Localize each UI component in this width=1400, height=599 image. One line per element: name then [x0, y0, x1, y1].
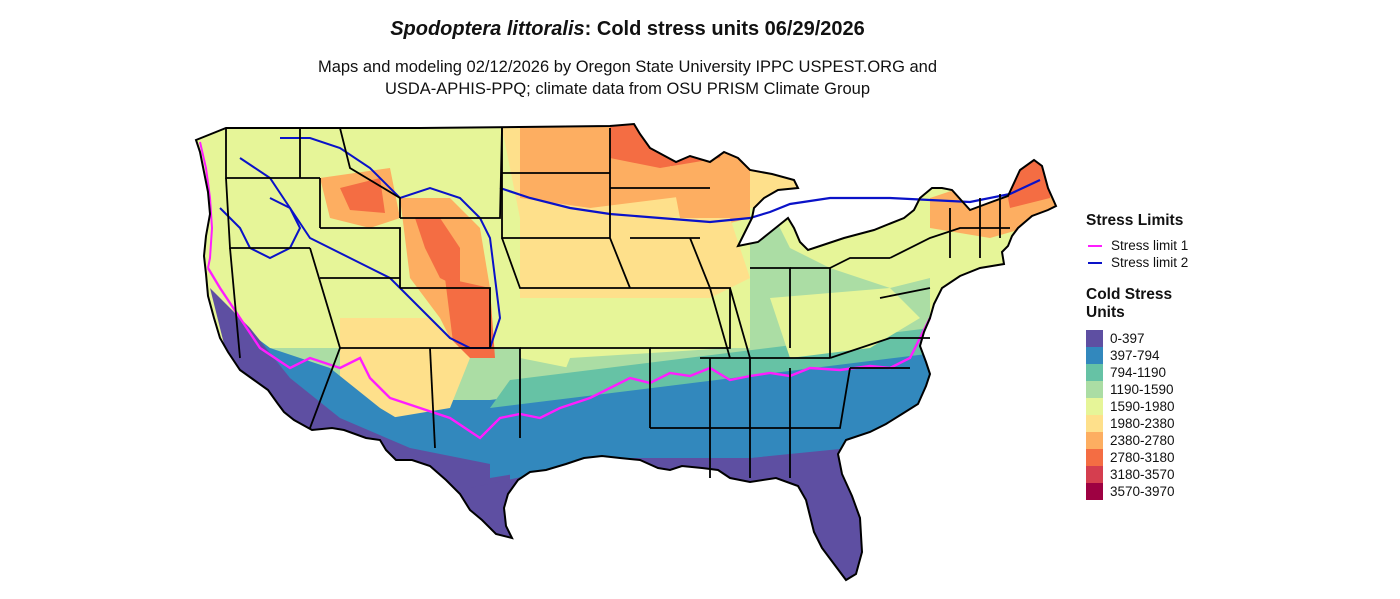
cold-stress-swatch	[1086, 483, 1103, 500]
stress-limits-legend-title: Stress Limits	[1086, 212, 1184, 229]
map-subtitle: Maps and modeling 02/12/2026 by Oregon S…	[0, 56, 1255, 100]
cold-stress-swatch	[1086, 432, 1103, 449]
legend-cold-stress-item: 0-397	[1086, 330, 1286, 347]
legend-cold-stress-item: 794-1190	[1086, 364, 1286, 381]
cold-stress-swatch	[1086, 347, 1103, 364]
stress-limit-1-contour	[206, 267, 932, 440]
cold-stress-legend-title: Cold Stress Units	[1086, 286, 1173, 321]
cold-stress-swatch	[1086, 415, 1103, 432]
legend-cold-stress-item: 397-794	[1086, 347, 1286, 364]
cold-stress-label: 1980-2380	[1110, 416, 1175, 431]
legend: Stress Limits Stress limit 1 Stress limi…	[1086, 212, 1286, 500]
stress-limit-2-label: Stress limit 2	[1111, 255, 1189, 270]
legend-cold-stress-item: 3180-3570	[1086, 466, 1286, 483]
legend-cold-stress-item: 3570-3970	[1086, 483, 1286, 500]
cold-stress-swatch	[1086, 398, 1103, 415]
cold-stress-legend-list: 0-397 397-794 794-1190 1190-1590 1590-1980 19…	[1086, 330, 1286, 500]
cold-stress-swatch	[1086, 364, 1103, 381]
map-title: Spodoptera littoralis: Cold stress units…	[0, 18, 1255, 41]
legend-cold-stress-item: 1980-2380	[1086, 415, 1286, 432]
stress-limit-1-swatch	[1088, 244, 1102, 247]
legend-cold-stress-item: 1190-1590	[1086, 381, 1286, 398]
cold-stress-label: 3180-3570	[1110, 467, 1175, 482]
subtitle-line-1: Maps and modeling 02/12/2026 by Oregon S…	[317, 58, 938, 76]
legend-cold-stress-item: 2380-2780	[1086, 432, 1286, 449]
cold-stress-label: 794-1190	[1110, 365, 1167, 380]
title-rest: : Cold stress units 06/29/2026	[584, 18, 865, 40]
legend-stress-limit-2: Stress limit 2	[1088, 254, 1286, 271]
cold-stress-label: 0-397	[1110, 331, 1145, 346]
cold-stress-swatch	[1086, 449, 1103, 466]
us-cold-stress-map	[190, 118, 1070, 594]
cold-stress-label: 2380-2780	[1110, 433, 1175, 448]
cold-stress-label: 1590-1980	[1110, 399, 1175, 414]
state-boundaries	[225, 127, 1010, 478]
cold-stress-label: 1190-1590	[1110, 382, 1174, 397]
cold-stress-swatch	[1086, 330, 1103, 347]
cold-stress-swatch	[1086, 381, 1103, 398]
stress-limit-1-label: Stress limit 1	[1111, 238, 1189, 253]
species-name: Spodoptera littoralis	[390, 18, 585, 40]
legend-cold-stress-item: 2780-3180	[1086, 449, 1286, 466]
stress-limit-2-contour-west	[219, 197, 302, 260]
legend-stress-limit-1: Stress limit 1	[1088, 237, 1286, 254]
cold-stress-label: 3570-3970	[1110, 484, 1175, 499]
legend-cold-stress-item: 1590-1980	[1086, 398, 1286, 415]
map-svg	[195, 123, 1057, 581]
cold-stress-swatch	[1086, 466, 1103, 483]
subtitle-line-2: USDA-APHIS-PPQ; climate data from OSU PR…	[384, 80, 871, 98]
cold-stress-label: 397-794	[1110, 348, 1160, 363]
stress-limit-1-west-coast	[199, 141, 214, 269]
map-fill	[196, 124, 1056, 580]
stress-limit-2-contour-north	[499, 179, 1041, 224]
cold-stress-label: 2780-3180	[1110, 450, 1175, 465]
stress-limit-2-swatch	[1088, 261, 1102, 264]
